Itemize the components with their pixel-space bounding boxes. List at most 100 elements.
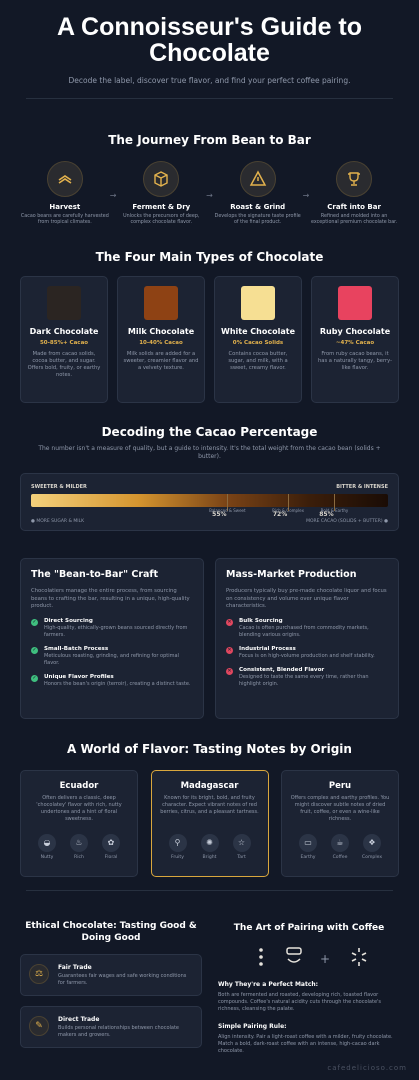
scale-marker-pct: 85% — [319, 511, 334, 518]
journey-title: The Journey From Bean to Bar — [108, 133, 311, 147]
types-list: Dark Chocolate 50-85%+ Cacao Made from c… — [20, 276, 399, 403]
card-intro: Producers typically buy pre-made chocola… — [226, 588, 387, 609]
origin-desc: Known for its bright, bold, and fruity c… — [160, 795, 259, 815]
scale-bottom-left: ● MORE SUGAR & MILK — [31, 519, 85, 524]
origin-desc: Offers complex and earthy profiles. You … — [290, 795, 390, 822]
pairing-rule-heading: Simple Pairing Rule: — [218, 1023, 287, 1030]
sun-icon: ✺ — [200, 834, 219, 852]
origin-desc: Often delivers a classic, deep 'chocolat… — [36, 795, 122, 822]
drop-icon: ♨ — [70, 834, 88, 852]
step-title: Craft into Bar — [327, 203, 381, 211]
color-swatch — [241, 286, 275, 320]
cross-icon: ✕ — [226, 646, 233, 654]
cacao-gradient-bar — [31, 494, 388, 507]
bottom-section: Ethical Chocolate: Tasting Good & Doing … — [0, 900, 419, 1080]
origin-name: Peru — [328, 781, 352, 791]
pairing-rule-body: Align intensity. Pair a light-roast coff… — [218, 1034, 393, 1054]
point-item: ✕ Industrial Process Focus is on high-volu… — [226, 645, 375, 659]
journey-step-harvest: Harvest Cacao beans are carefully harves… — [20, 161, 110, 226]
note-coffee: ☕ Coffee — [329, 834, 351, 860]
handshake-icon: ✎ — [29, 1016, 49, 1036]
journey-step-roast: Roast & Grind Develops the signature tas… — [213, 161, 303, 226]
pairing-section: The Art of Pairing with Coffee + Why The… — [218, 922, 400, 1055]
ethical-title: Ethical Chocolate: Tasting Good & Doing … — [25, 921, 197, 943]
color-swatch — [338, 286, 372, 320]
step-desc: Refined and molded into an exceptional p… — [311, 214, 398, 225]
arrow-icon: → — [109, 191, 117, 200]
type-name: Dark Chocolate — [29, 327, 99, 336]
layers-icon: ❖ — [363, 834, 381, 852]
note-tart: ☆ Tart — [231, 834, 253, 860]
watermark: cafedelicioso.com — [327, 1064, 407, 1072]
scale-bottom-right: MORE CACAO (SOLIDS + BUTTER) ● — [306, 519, 388, 524]
earth-icon: ▭ — [299, 834, 317, 852]
scale-marker-pct: 55% — [212, 511, 227, 518]
type-desc: Made from cacao solids, cocoa butter, an… — [27, 351, 101, 378]
cross-icon: ✕ — [226, 618, 233, 626]
scale-marker-desc: Rich & Complex — [272, 508, 304, 513]
origin-card-ecuador: Ecuador Often delivers a classic, deep '… — [20, 770, 138, 877]
scale-icon: ⚖ — [29, 964, 49, 984]
arrow-icon: → — [302, 191, 310, 200]
coffee-cup-icon — [284, 946, 302, 971]
note-rich: ♨ Rich — [68, 834, 90, 860]
check-icon: ✓ — [31, 618, 38, 626]
type-cacao: ~47% Cacao — [335, 340, 375, 346]
origin-card-madagascar: Madagascar Known for its bright, bold, a… — [150, 770, 269, 877]
coffee-beans-icon — [252, 947, 270, 970]
fire-warning-icon — [239, 161, 276, 197]
journey-steps: Harvest Cacao beans are carefully harves… — [20, 161, 399, 226]
box-icon — [143, 161, 180, 197]
type-name: Milk Chocolate — [127, 327, 195, 336]
card-intro: Chocolatiers manage the entire process, … — [31, 588, 190, 609]
chocolate-icon — [348, 946, 367, 971]
bean-to-bar-card: The "Bean-to-Bar" Craft Chocolatiers man… — [20, 558, 204, 719]
type-cacao: 0% Cacao Solids — [232, 340, 284, 346]
journey-step-ferment: Ferment & Dry Unlocks the precursors of … — [116, 161, 206, 226]
pairing-match-body: Both are fermented and roasted, developi… — [218, 992, 382, 1012]
pairing-icons: + — [218, 946, 400, 971]
card-title: The "Bean-to-Bar" Craft — [31, 569, 159, 580]
cacao-subtitle: The number isn't a measure of quality, b… — [38, 445, 381, 460]
cacao-scale: SWEETER & MILDER BITTER & INTENSE Balanc… — [20, 473, 399, 531]
scale-marker-pct: 72% — [272, 511, 288, 518]
nut-icon: ◒ — [38, 834, 56, 852]
journey-step-craft: Craft into Bar Refined and molded into a… — [309, 161, 399, 226]
origin-name: Madagascar — [180, 781, 239, 791]
step-desc: Unlocks the precursors of deep, complex … — [123, 214, 200, 225]
cacao-title: Decoding the Cacao Percentage — [101, 425, 318, 439]
origins-list: Ecuador Often delivers a classic, deep '… — [20, 770, 399, 877]
types-section: The Four Main Types of Chocolate Dark Ch… — [0, 250, 419, 403]
trophy-icon — [336, 161, 373, 197]
pairing-match-heading: Why They're a Perfect Match: — [218, 981, 319, 988]
types-title: The Four Main Types of Chocolate — [95, 250, 324, 264]
craft-section: The "Bean-to-Bar" Craft Chocolatiers man… — [20, 558, 399, 719]
note-bright: ✺ Bright — [199, 834, 221, 860]
note-fruity: ⚲ Fruity — [167, 834, 189, 860]
cacao-section: Decoding the Cacao Percentage The number… — [0, 425, 419, 531]
ethical-section: Ethical Chocolate: Tasting Good & Doing … — [20, 920, 202, 1048]
point-item: ✕ Bulk Sourcing Cacao is often purchased f… — [226, 617, 369, 638]
type-desc: From ruby cacao beans, it has a naturall… — [317, 351, 393, 371]
step-desc: Cacao beans are carefully harvested from… — [20, 214, 109, 225]
arrow-icon: → — [206, 191, 213, 200]
header: A Connoisseur's Guide to Chocolate Decod… — [0, 0, 419, 86]
flower-icon: ✿ — [102, 834, 120, 852]
page-subtitle: Decode the label, discover true flavor, … — [68, 76, 351, 85]
note-complex: ❖ Complex — [361, 834, 383, 860]
check-icon: ✓ — [31, 646, 38, 654]
journey-section: The Journey From Bean to Bar Harvest Cac… — [0, 133, 419, 226]
point-item: ✓ Small-Batch Process Meticulous roasting,… — [31, 645, 179, 666]
step-title: Ferment & Dry — [132, 203, 191, 211]
step-title: Roast & Grind — [230, 203, 286, 211]
scale-marker-desc: Balanced & Sweet — [209, 508, 246, 513]
note-floral: ✿ Floral — [100, 834, 122, 860]
ethical-item-fair-trade: ⚖ Fair Trade Guarantees fair wages and sa… — [20, 954, 202, 996]
type-card-dark: Dark Chocolate 50-85%+ Cacao Made from c… — [20, 276, 108, 403]
fruit-icon: ⚲ — [168, 834, 187, 852]
type-desc: Contains cocoa butter, sugar, and milk, … — [228, 351, 288, 371]
flavor-title: A World of Flavor: Tasting Notes by Orig… — [67, 742, 352, 756]
harvest-icon — [46, 161, 83, 197]
scale-tick — [288, 494, 290, 511]
scale-right-label: BITTER & INTENSE — [336, 484, 388, 490]
